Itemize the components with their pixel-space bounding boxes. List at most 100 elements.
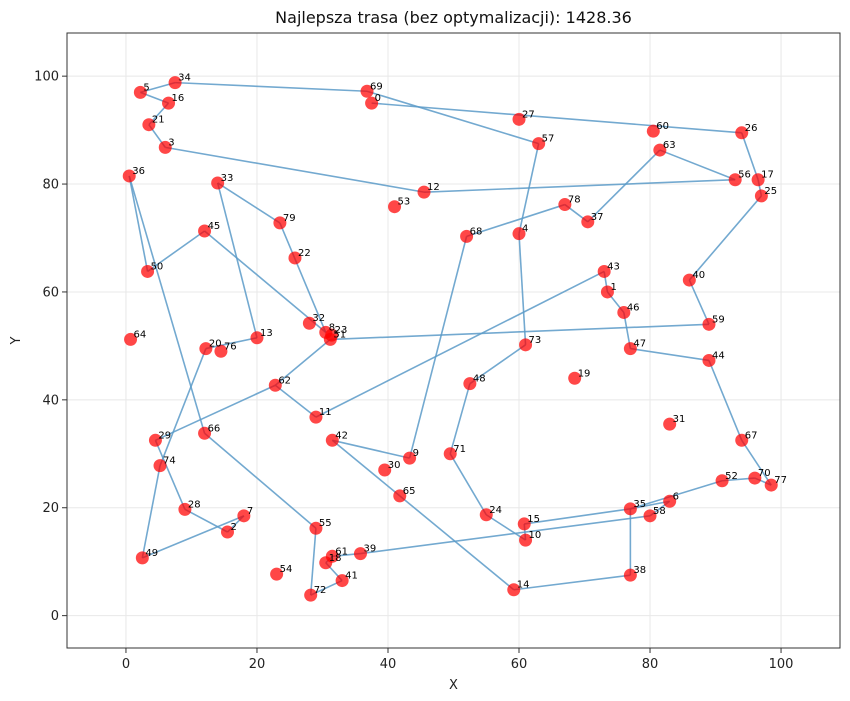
route-segment <box>159 348 207 466</box>
city-label: 67 <box>745 430 758 441</box>
city-point <box>199 342 213 356</box>
city-label: 15 <box>527 514 540 525</box>
city-label: 62 <box>278 375 291 386</box>
city-point <box>568 371 582 385</box>
city-label: 70 <box>758 468 771 479</box>
y-tick-label: 80 <box>42 178 59 193</box>
route-segment <box>740 132 759 181</box>
city-point <box>702 317 716 331</box>
city-point <box>135 551 149 565</box>
city-point <box>479 508 493 522</box>
city-point <box>148 433 162 447</box>
city-point <box>178 502 192 516</box>
city-point <box>512 112 526 126</box>
city-label: 64 <box>134 329 147 340</box>
city-point <box>623 342 637 356</box>
city-label: 53 <box>398 197 411 208</box>
city-label: 57 <box>542 134 555 145</box>
city-label: 79 <box>283 213 296 224</box>
city-point <box>558 198 572 212</box>
city-point <box>270 567 284 581</box>
city-label: 29 <box>158 430 171 441</box>
y-tick-label: 100 <box>34 70 59 85</box>
city-label: 65 <box>403 486 416 497</box>
city-label: 19 <box>578 368 591 379</box>
city-label: 54 <box>280 564 293 575</box>
city-point <box>735 126 749 140</box>
city-point <box>133 85 147 99</box>
city-label: 12 <box>427 182 440 193</box>
route-segment <box>204 230 327 334</box>
city-label: 16 <box>172 93 185 104</box>
city-point <box>751 173 765 187</box>
route-segment <box>217 182 281 224</box>
city-point <box>617 305 631 319</box>
city-label: 52 <box>725 471 738 482</box>
city-point <box>158 140 172 154</box>
route-segment <box>587 149 661 223</box>
route-segment <box>165 146 425 193</box>
y-tick-label: 20 <box>42 501 59 516</box>
chart-title: Najlepsza trasa (bez optymalizacji): 142… <box>275 8 632 27</box>
city-label: 46 <box>627 302 640 313</box>
city-label: 22 <box>298 248 311 259</box>
x-tick-label: 100 <box>769 657 794 672</box>
city-point <box>378 463 392 477</box>
city-label: 10 <box>529 530 542 541</box>
city-label: 11 <box>319 407 332 418</box>
route-segment <box>216 182 258 338</box>
route-segment <box>518 233 527 345</box>
route-segment <box>128 175 149 272</box>
route-segment <box>205 337 258 350</box>
x-tick-label: 0 <box>122 657 130 672</box>
city-point <box>153 459 167 473</box>
city-label: 6 <box>673 491 679 502</box>
x-tick-label: 80 <box>642 657 659 672</box>
city-label: 42 <box>335 430 348 441</box>
route-segment <box>366 90 539 145</box>
city-label: 1 <box>610 282 616 293</box>
city-point <box>220 525 234 539</box>
city-label: 49 <box>145 548 158 559</box>
city-label: 9 <box>413 448 419 459</box>
city-label: 45 <box>208 221 221 232</box>
route-segment <box>330 323 710 341</box>
city-point <box>360 84 374 98</box>
city-label: 43 <box>607 261 620 272</box>
city-point <box>214 344 228 358</box>
city-point <box>323 332 337 346</box>
city-label: 59 <box>712 314 725 325</box>
city-label: 0 <box>375 93 381 104</box>
city-label: 13 <box>260 328 273 339</box>
city-point <box>643 509 657 523</box>
city-label: 7 <box>247 506 253 517</box>
route-segment <box>688 279 710 325</box>
route-segment <box>423 178 736 193</box>
city-point <box>302 316 316 330</box>
city-point <box>268 378 282 392</box>
route-segment <box>399 495 515 591</box>
city-point <box>288 251 302 265</box>
city-point <box>304 588 318 602</box>
city-label: 47 <box>633 339 646 350</box>
y-axis-label: Y <box>9 336 24 345</box>
city-label: 4 <box>522 224 528 235</box>
city-point <box>198 224 212 238</box>
route-segment <box>513 574 631 591</box>
city-point <box>646 124 660 138</box>
city-point <box>393 489 407 503</box>
route-segment <box>128 175 206 434</box>
city-point <box>754 189 768 203</box>
city-label: 31 <box>673 414 686 425</box>
city-point <box>532 137 546 151</box>
route-segment <box>688 195 762 281</box>
city-point <box>517 517 531 531</box>
plot-frame <box>66 32 841 649</box>
city-label: 30 <box>388 460 401 471</box>
city-label: 26 <box>745 123 758 134</box>
city-point <box>142 118 156 132</box>
city-label: 77 <box>774 475 787 486</box>
city-point <box>702 353 716 367</box>
route-segment <box>147 230 206 273</box>
